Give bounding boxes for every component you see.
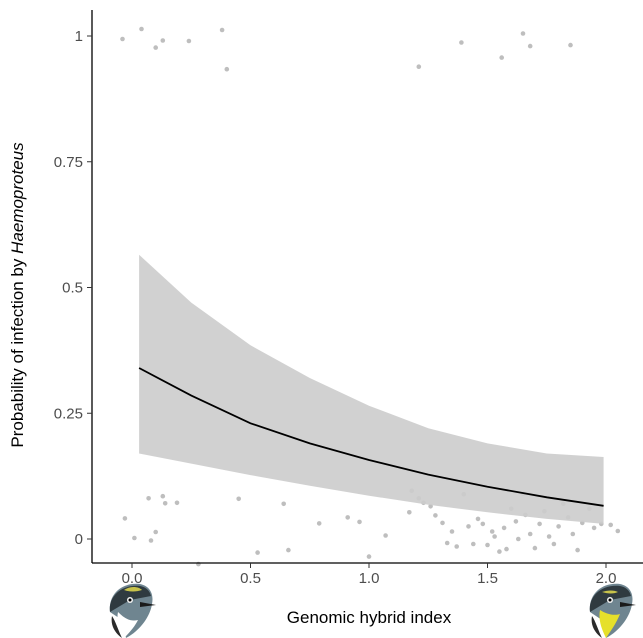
data-point (316, 521, 322, 526)
data-point (497, 549, 502, 554)
data-point (568, 42, 573, 48)
confidence-ribbon (139, 254, 604, 524)
data-point (516, 536, 521, 542)
data-point (186, 38, 192, 44)
data-point (160, 493, 166, 499)
axes (91, 10, 643, 564)
data-point (489, 529, 495, 534)
data-point (546, 534, 552, 539)
x-tick-label: 0.5 (240, 570, 261, 587)
data-point (520, 31, 526, 36)
data-point (122, 516, 128, 521)
data-point (224, 66, 230, 72)
y-tick-label: 0.5 (62, 280, 83, 297)
data-point (485, 542, 490, 548)
y-tick-label: 0.25 (54, 405, 83, 422)
data-point (174, 500, 180, 506)
data-point (475, 516, 481, 522)
confidence-band (139, 254, 604, 524)
data-point (608, 522, 613, 528)
fit-line (138, 367, 604, 507)
data-point (570, 531, 576, 537)
y-axis-title: Probability of infection by Haemoproteus (8, 142, 27, 448)
y-tick-label: 1 (75, 28, 83, 45)
data-point (492, 534, 497, 539)
data-point (513, 519, 519, 524)
data-point (504, 546, 509, 552)
y-axis-title-genus: Haemoproteus (8, 142, 27, 254)
tick-labels: 0 0.25 0.5 0.75 1 0.0 0.5 1.0 1.5 2.0 (54, 28, 617, 587)
data-point (501, 525, 507, 531)
data-point (527, 531, 533, 537)
data-point (153, 45, 158, 50)
data-point (281, 501, 287, 507)
data-point (449, 529, 455, 534)
data-point (466, 524, 471, 529)
data-point (345, 515, 351, 520)
data-point (480, 521, 486, 527)
data-point (153, 529, 158, 535)
data-point (383, 533, 388, 538)
fit-line-group (138, 367, 604, 507)
x-tick-label: 2.0 (596, 570, 617, 587)
data-point (459, 40, 464, 45)
data-point (575, 547, 580, 553)
data-point (537, 521, 542, 527)
data-point (615, 528, 621, 534)
data-point (160, 38, 166, 43)
x-axis-title: Genomic hybrid index (287, 608, 452, 627)
y-axis-title-prefix: Probability of infection by (8, 254, 27, 448)
x-tick-label: 1.5 (477, 570, 498, 587)
data-point (499, 55, 505, 60)
data-point (148, 538, 154, 543)
data-point (219, 27, 225, 33)
right-bird-icon (589, 583, 636, 638)
data-point (407, 510, 412, 515)
data-point (286, 547, 291, 553)
data-point (357, 519, 362, 525)
x-tick-label: 0.0 (122, 570, 143, 587)
data-point (433, 513, 438, 518)
data-point (416, 64, 422, 69)
y-tick-label: 0.75 (54, 154, 83, 171)
data-point (236, 496, 241, 502)
data-point (471, 541, 476, 547)
x-tick-label: 1.0 (359, 570, 380, 587)
data-point (551, 541, 557, 547)
data-point (556, 524, 561, 529)
data-point (444, 540, 450, 546)
data-point (527, 43, 533, 49)
data-point (120, 36, 125, 42)
data-point (440, 520, 445, 526)
data-point (255, 550, 260, 555)
y-tick-label: 0 (75, 531, 83, 548)
data-point (132, 535, 137, 541)
data-point (454, 544, 460, 549)
data-point (366, 554, 372, 559)
left-bird-icon (109, 583, 156, 638)
data-point (139, 26, 144, 32)
data-point (162, 501, 168, 506)
data-point (146, 496, 151, 501)
data-point (591, 525, 597, 531)
data-point (532, 545, 538, 551)
